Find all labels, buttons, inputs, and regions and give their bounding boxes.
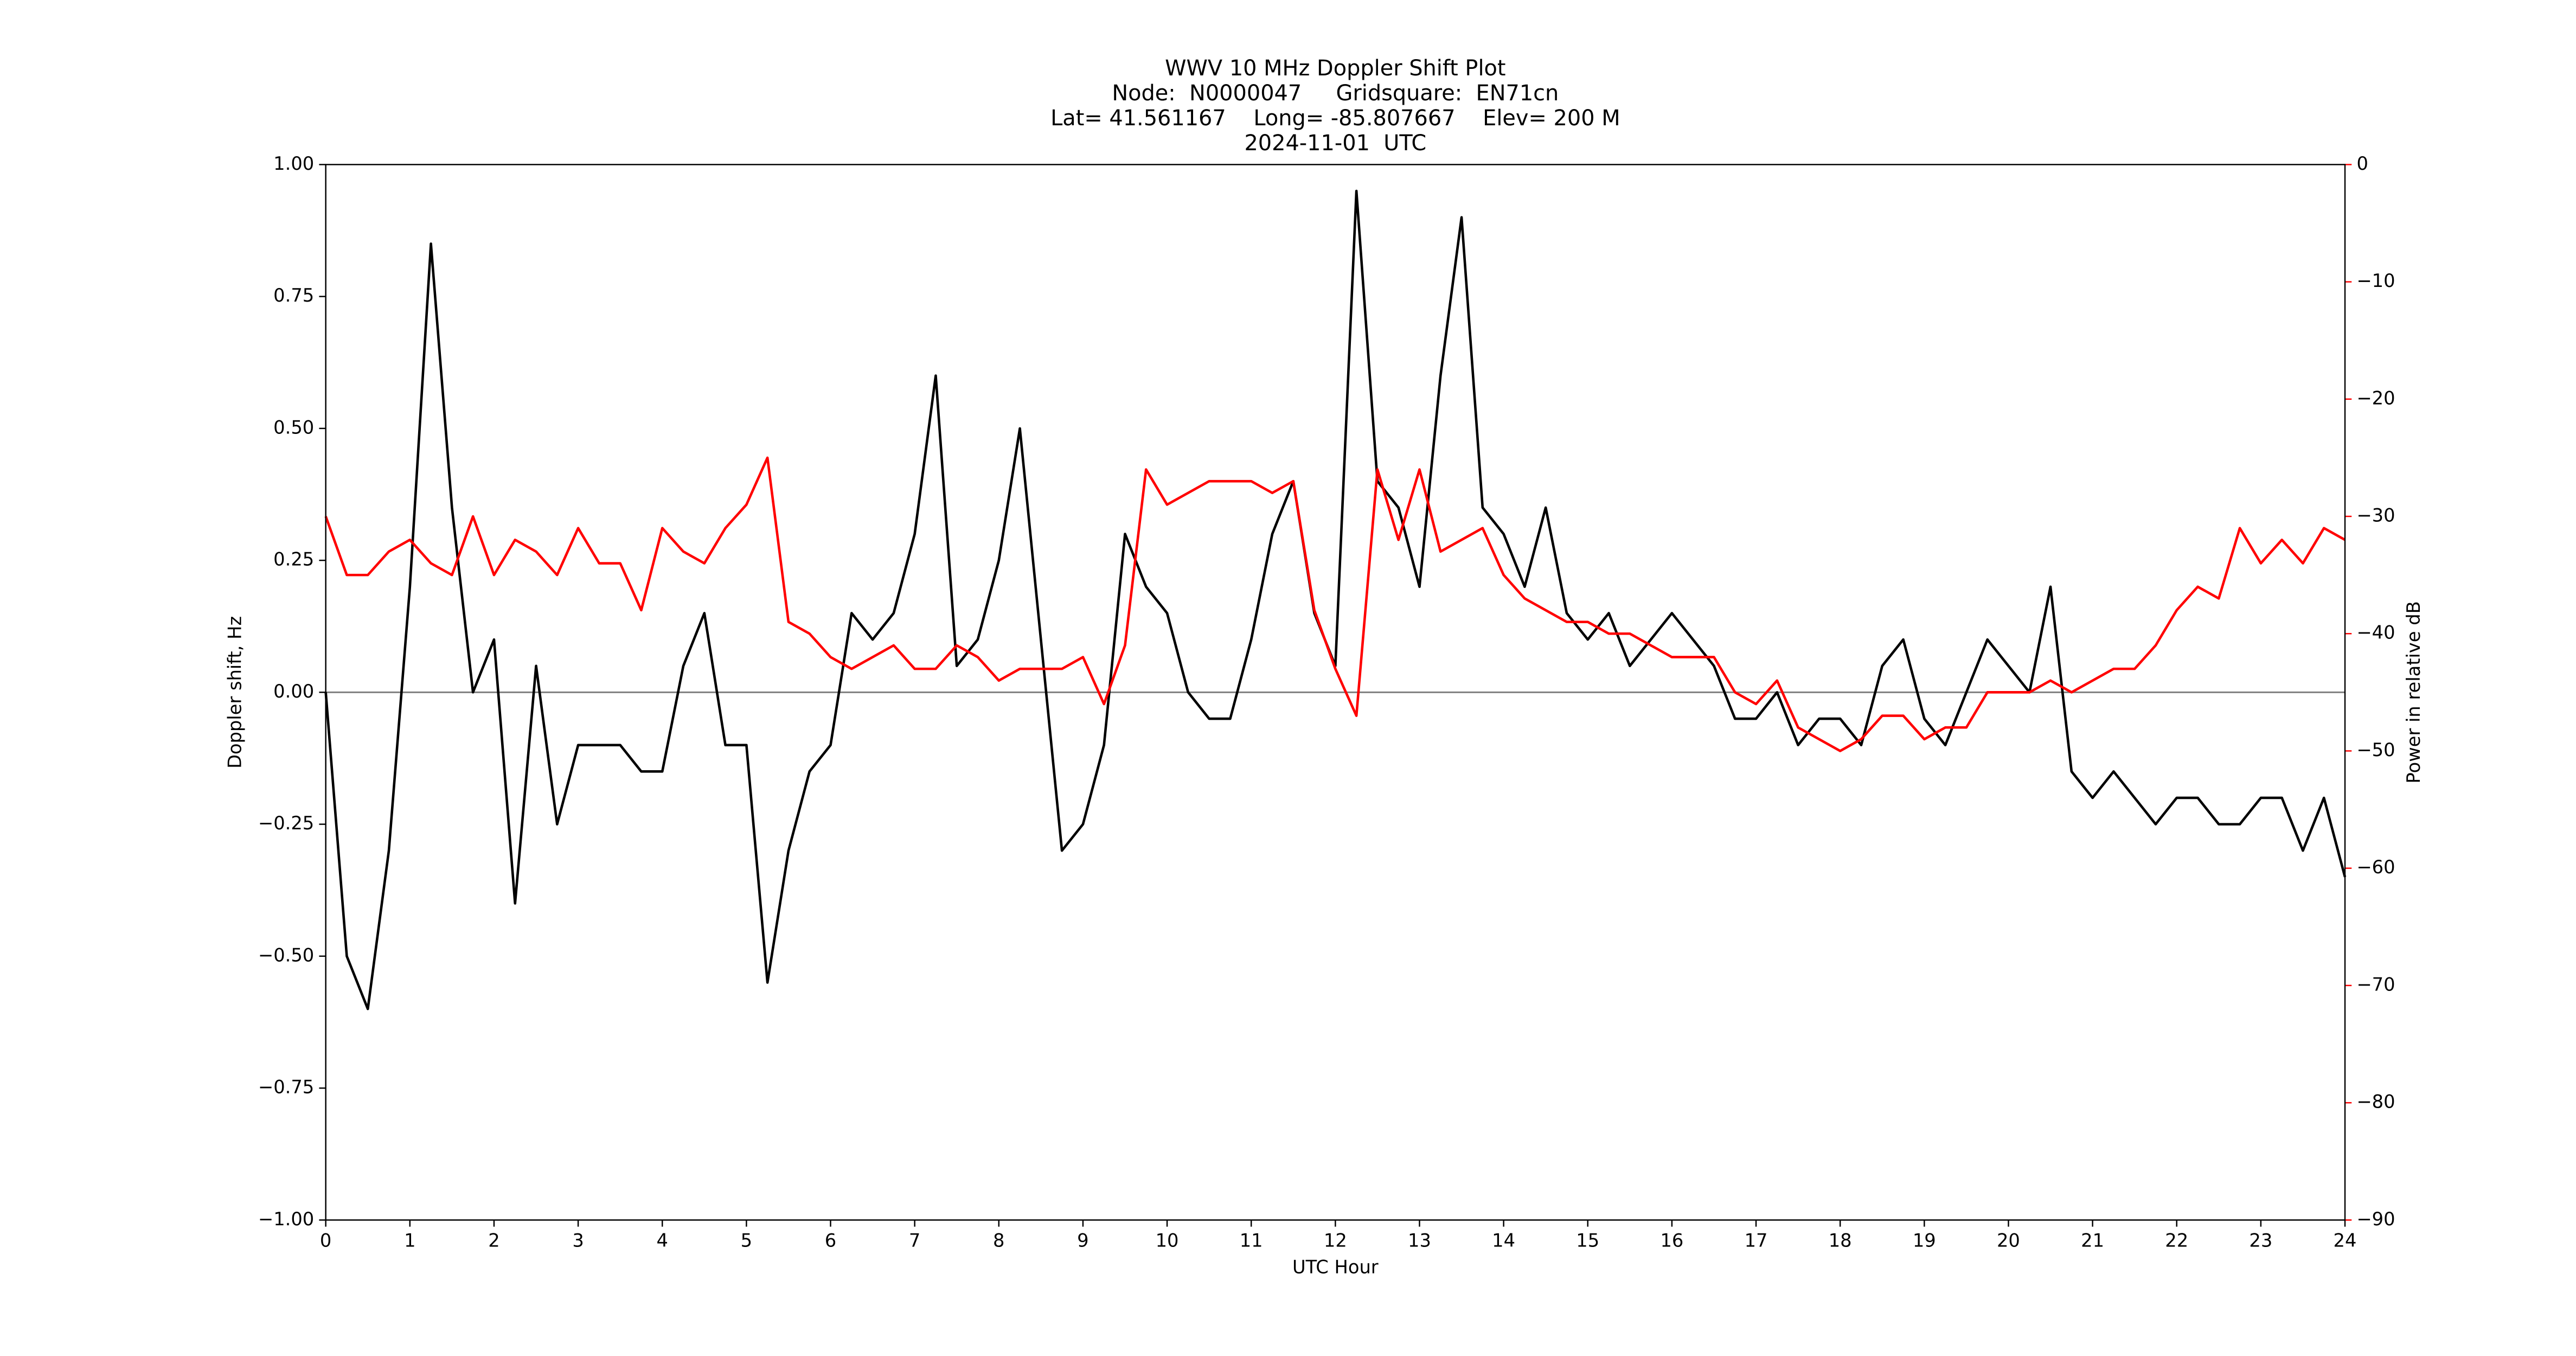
y-tick-label: −0.50 bbox=[258, 944, 314, 965]
y-tick-label: −1.00 bbox=[258, 1208, 314, 1230]
y2-axis-label: Power in relative dB bbox=[2403, 601, 2424, 783]
x-tick-label: 7 bbox=[909, 1230, 920, 1251]
x-tick-label: 2 bbox=[488, 1230, 499, 1251]
y2-tick-label: −40 bbox=[2356, 622, 2395, 643]
y2-tick-label: −80 bbox=[2356, 1091, 2395, 1112]
chart-title: WWV 10 MHz Doppler Shift Plot bbox=[1165, 56, 1505, 81]
x-axis-label: UTC Hour bbox=[1292, 1257, 1379, 1278]
x-tick-label: 12 bbox=[1324, 1230, 1347, 1251]
x-tick-label: 20 bbox=[1997, 1230, 2020, 1251]
x-tick-label: 15 bbox=[1576, 1230, 1599, 1251]
y-tick-label: 0.50 bbox=[273, 417, 314, 438]
x-tick-label: 0 bbox=[320, 1230, 331, 1251]
x-tick-label: 19 bbox=[1913, 1230, 1936, 1251]
chart-subtitle: Node: N0000047 Gridsquare: EN71cn bbox=[1112, 81, 1559, 106]
y2-tick-label: −10 bbox=[2356, 270, 2395, 291]
y-tick-label: 0.00 bbox=[273, 681, 314, 702]
y-axis-label: Doppler shift, Hz bbox=[225, 616, 246, 769]
x-tick-label: 8 bbox=[993, 1230, 1004, 1251]
series-line bbox=[324, 456, 2346, 752]
x-tick-label: 13 bbox=[1408, 1230, 1431, 1251]
y2-tick-label: −20 bbox=[2356, 387, 2395, 408]
x-tick-label: 24 bbox=[2334, 1230, 2357, 1251]
y-tick-label: 0.75 bbox=[273, 285, 314, 306]
x-tick-label: 6 bbox=[825, 1230, 836, 1251]
y2-tick-label: 0 bbox=[2356, 153, 2368, 174]
x-tick-label: 10 bbox=[1156, 1230, 1179, 1251]
x-tick-label: 16 bbox=[1660, 1230, 1683, 1251]
y-tick-label: −0.75 bbox=[258, 1077, 314, 1098]
y-tick-label: −0.25 bbox=[258, 813, 314, 834]
x-tick-label: 1 bbox=[404, 1230, 415, 1251]
y2-tick-label: −50 bbox=[2356, 739, 2395, 760]
x-tick-label: 21 bbox=[2081, 1230, 2104, 1251]
plot-frame bbox=[325, 164, 2346, 1221]
x-tick-label: 23 bbox=[2249, 1230, 2272, 1251]
y2-tick-label: −60 bbox=[2356, 856, 2395, 878]
y2-tick-label: −90 bbox=[2356, 1208, 2395, 1230]
x-tick-label: 22 bbox=[2165, 1230, 2188, 1251]
y2-tick-label: −70 bbox=[2356, 974, 2395, 995]
x-tick-label: 14 bbox=[1492, 1230, 1515, 1251]
x-tick-label: 17 bbox=[1745, 1230, 1768, 1251]
x-tick-label: 18 bbox=[1829, 1230, 1852, 1251]
y-tick-label: 1.00 bbox=[273, 153, 314, 174]
y-tick-label: 0.25 bbox=[273, 549, 314, 570]
chart-subtitle: Lat= 41.561167 Long= -85.807667 Elev= 20… bbox=[1050, 106, 1620, 131]
x-tick-label: 9 bbox=[1077, 1230, 1088, 1251]
chart-subtitle: 2024-11-01 UTC bbox=[1244, 131, 1426, 156]
x-tick-label: 4 bbox=[657, 1230, 668, 1251]
x-tick-label: 11 bbox=[1240, 1230, 1263, 1251]
y2-tick-label: −30 bbox=[2356, 505, 2395, 526]
x-tick-label: 5 bbox=[741, 1230, 752, 1251]
x-tick-label: 3 bbox=[572, 1230, 584, 1251]
